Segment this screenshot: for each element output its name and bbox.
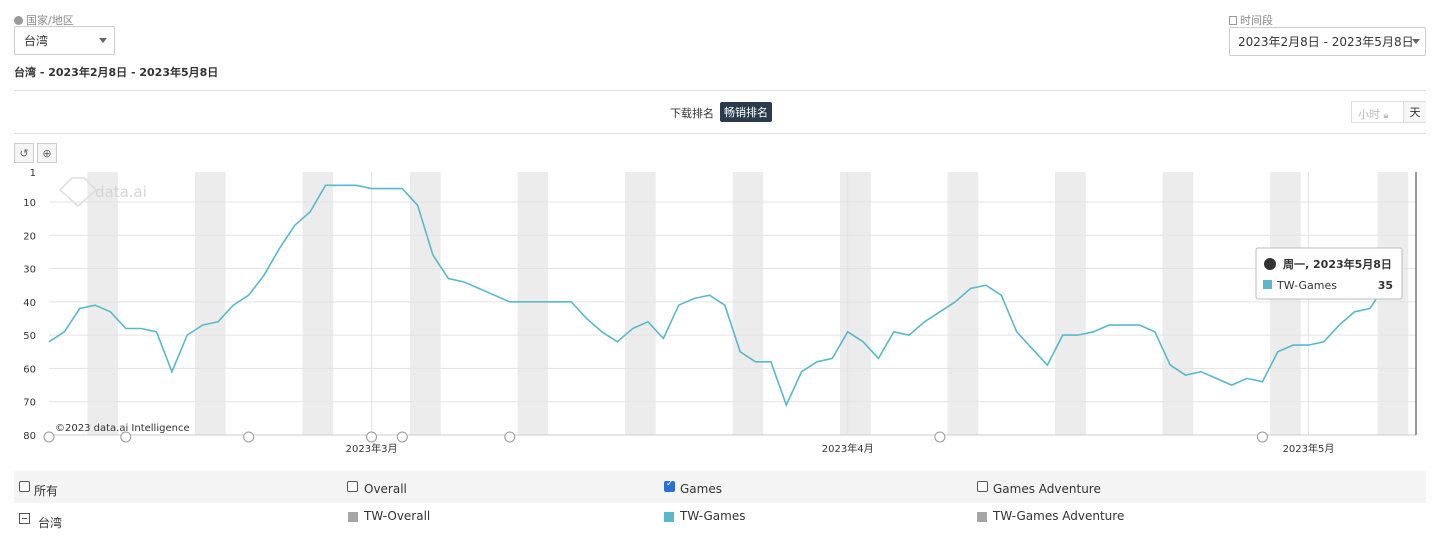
tooltip: 周一, 2023年5月8日 TW-Games 35 [1255,247,1403,300]
copyright-text: ©2023 data.ai Intelligence [55,423,190,434]
legend-region-label: 台湾 [38,516,63,530]
undo-icon: ↺ [19,146,29,160]
series-line-tw-games[interactable] [48,184,1401,408]
lock-icon: 🔒︎ [1383,111,1389,121]
checkbox-games[interactable]: ✓ [664,479,675,492]
y-tick-label: 40 [23,298,36,309]
tooltip-date: 周一, 2023年5月8日 [1283,257,1392,271]
divider [14,133,1426,134]
y-tick-label: 70 [23,398,36,409]
tab-download-rank[interactable]: 下载排名 [670,107,714,120]
tab-grossing-rank[interactable]: 畅销排名 [720,102,772,122]
data-ai-watermark: data.ai [58,177,147,208]
region-label: 国家/地区 [14,12,74,28]
weekend-band [517,172,549,435]
tooltip-series-swatch [1263,280,1272,289]
region-select-value: 台湾 [24,34,49,48]
y-tick-label: 30 [23,265,36,276]
weekend-band [409,172,441,435]
event-marker-icon [396,431,408,443]
series-toggle-tw-games-adventure[interactable]: TW-Games Adventure [993,509,1125,523]
checkbox-games-adventure[interactable] [977,481,988,492]
event-marker-icon [243,431,255,443]
legend-games-label: Games [680,482,722,496]
x-tick-label: 2023年4月 [822,442,874,455]
period-select[interactable]: 2023年2月8日 - 2023年5月8日 [1229,27,1426,56]
legend-swatch-overall [348,512,358,522]
globe-icon [1264,258,1276,270]
series-toggle-tw-games[interactable]: TW-Games [680,509,746,523]
globe-icon [14,16,23,25]
y-tick-label: 50 [23,331,36,342]
weekend-band [194,172,226,435]
legend-all-label: 所有 [34,484,59,498]
event-marker-icon [1256,431,1268,443]
minus-icon [22,518,27,519]
chevron-down-icon [1412,39,1420,44]
chevron-down-icon [99,38,107,43]
y-tick-label: 20 [23,231,36,242]
legend-games-adventure-label: Games Adventure [993,482,1101,496]
legend-overall-label: Overall [364,482,407,496]
weekend-band [1162,172,1194,435]
period-label: 时间段 [1229,12,1273,28]
y-tick-label: 80 [23,431,36,442]
event-marker-icon [504,431,516,443]
weekend-band [87,172,119,435]
tooltip-value: 35 [1378,279,1393,292]
watermark-text: data.ai [95,183,147,201]
checkmark-icon: ✓ [666,479,674,489]
checkbox-overall[interactable] [347,481,358,492]
divider [14,90,1426,91]
collapse-region-button[interactable] [19,513,30,524]
region-select[interactable]: 台湾 [14,26,115,55]
event-marker-icon [120,431,132,443]
event-marker-icon [43,431,55,443]
weekend-band [1377,172,1409,435]
x-tick-label: 2023年3月 [346,442,398,455]
checkbox-all[interactable] [19,481,30,492]
calendar-icon [1229,16,1237,25]
weekend-band [624,172,656,435]
x-tick-label: 2023年5月 [1283,442,1335,455]
tooltip-series: TW-Games [1276,279,1337,292]
weekend-band [840,172,871,435]
zoom-in-button[interactable]: ⊕ [37,143,57,163]
weekend-band [732,172,764,435]
granularity-day-button[interactable]: 天 [1403,102,1426,122]
legend-swatch-games-adventure [977,512,987,522]
y-tick-label: 10 [23,198,36,209]
weekend-band [1270,172,1301,435]
legend-header-row [14,471,1426,503]
period-select-value: 2023年2月8日 - 2023年5月8日 [1238,35,1414,49]
granularity-hour-button[interactable]: 小时 🔒︎ [1358,108,1389,121]
event-marker-icon [934,431,946,443]
granularity-toggle: 小时 🔒︎ 天 [1351,101,1426,123]
weekend-band [302,172,334,435]
reset-zoom-button[interactable]: ↺ [14,143,34,163]
y-tick-label: 1 [30,168,36,179]
y-tick-label: 60 [23,364,36,375]
legend-swatch-games [664,512,674,522]
event-marker-icon [366,431,378,443]
page-subtitle: 台湾 - 2023年2月8日 - 2023年5月8日 [14,66,219,79]
weekend-band [1055,172,1086,435]
magnifier-icon: ⊕ [42,146,52,160]
series-toggle-tw-overall[interactable]: TW-Overall [364,509,431,523]
